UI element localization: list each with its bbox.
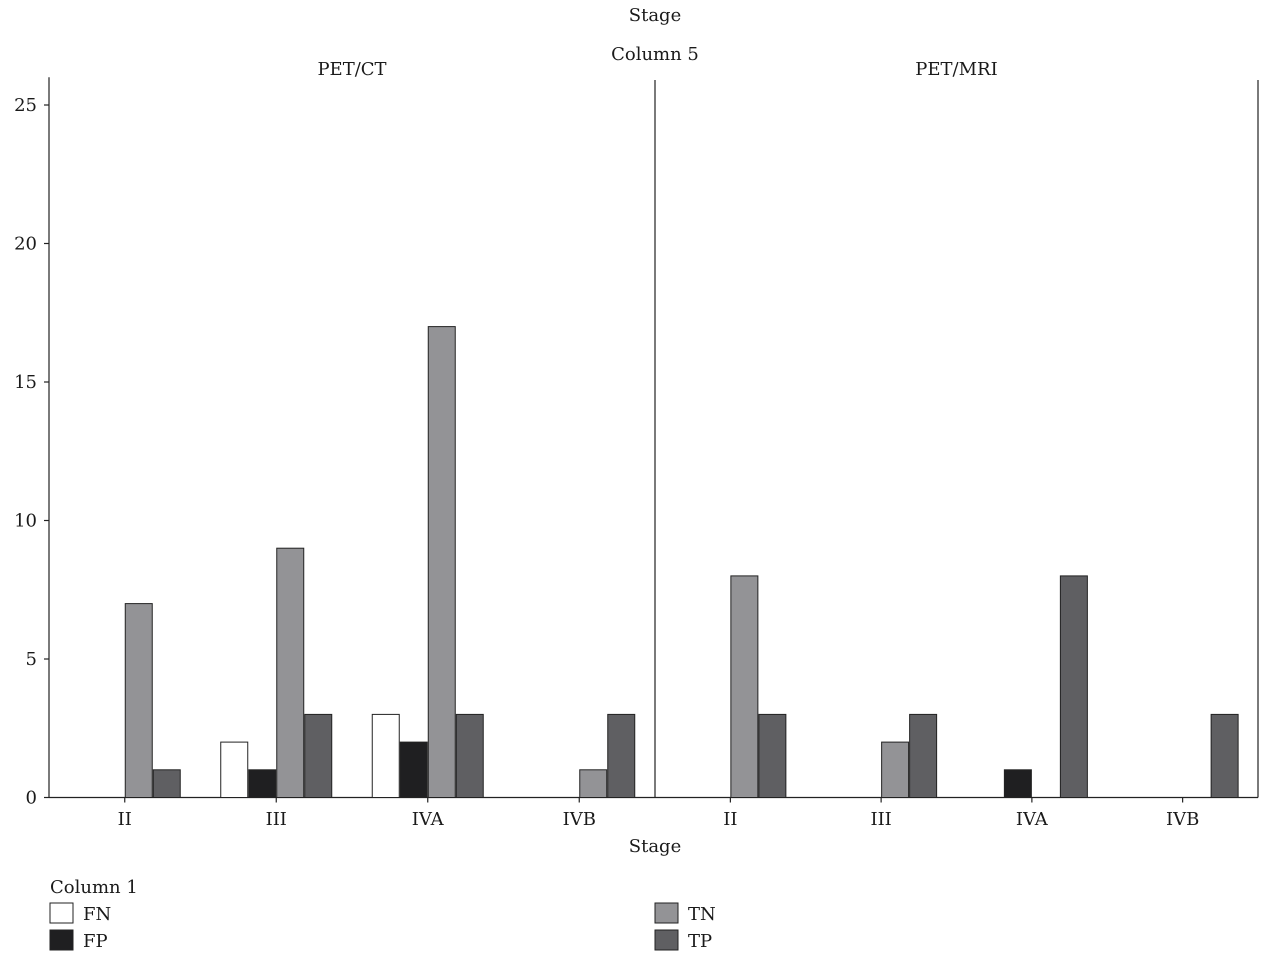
legend-label: FN — [83, 904, 111, 925]
bar — [1210, 713, 1239, 799]
x-tick-label: II — [723, 809, 737, 830]
y-tick-label: 15 — [14, 372, 37, 393]
bar — [276, 547, 305, 799]
x-tick-label: IVA — [412, 809, 445, 830]
x-tick-label: III — [870, 809, 891, 830]
bar — [399, 741, 428, 798]
legend: FN FP TN TP — [49, 902, 716, 952]
chart-title: Stage — [629, 5, 681, 26]
bar — [248, 769, 277, 798]
bar — [730, 575, 759, 799]
legend-swatch — [49, 902, 74, 924]
bar — [220, 741, 249, 798]
x-tick-label: IVA — [1016, 809, 1049, 830]
panel-label: PET/CT — [317, 59, 386, 80]
bar — [909, 713, 938, 799]
x-axis-label: Stage — [629, 836, 681, 857]
bars — [124, 326, 1239, 799]
bar — [304, 713, 333, 799]
panel-label: PET/MRI — [915, 59, 997, 80]
bar — [1003, 769, 1032, 798]
legend-label: FP — [83, 931, 108, 952]
bar — [1059, 575, 1088, 799]
legend-swatch — [654, 929, 679, 951]
x-tick-label: IVB — [1166, 809, 1199, 830]
legend-title: Column 1 — [50, 877, 138, 898]
bar — [579, 769, 608, 798]
legend-label: TN — [688, 904, 716, 925]
legend-swatch — [49, 929, 74, 951]
x-tick-label: III — [266, 809, 287, 830]
y-tick-label: 10 — [14, 511, 37, 532]
y-tick-label: 20 — [14, 234, 37, 255]
bar — [881, 741, 910, 798]
y-tick-label: 0 — [26, 788, 37, 809]
legend-swatch — [654, 902, 679, 924]
bar — [371, 713, 400, 799]
bar — [427, 326, 456, 798]
bar — [152, 769, 181, 798]
x-tick-label: II — [118, 809, 132, 830]
x-tick-label: IVB — [563, 809, 596, 830]
bar — [607, 713, 636, 799]
legend-label: TP — [688, 931, 712, 952]
bar — [758, 713, 787, 799]
bar — [124, 603, 153, 798]
y-tick-label: 5 — [26, 649, 37, 670]
bar — [455, 713, 484, 799]
y-tick-label: 25 — [14, 95, 37, 116]
chart-subtitle: Column 5 — [611, 44, 699, 65]
